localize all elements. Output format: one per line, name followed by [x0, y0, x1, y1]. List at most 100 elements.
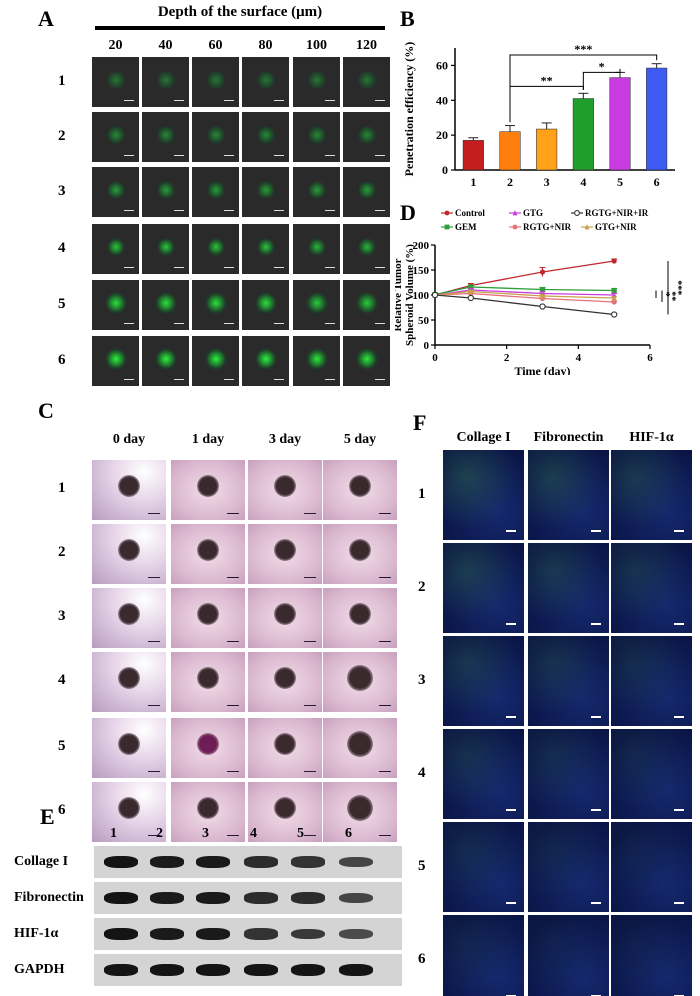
blot-band — [150, 928, 184, 940]
significance-label: * — [660, 292, 671, 297]
x-tick-label: 4 — [580, 175, 586, 189]
microscopy-tile — [323, 652, 397, 712]
fluorescence-tile — [142, 112, 189, 162]
spheroid-blob — [206, 71, 225, 89]
scale-bar — [379, 834, 391, 836]
scale-bar — [274, 209, 284, 211]
scale-bar — [174, 322, 184, 324]
data-point — [444, 224, 450, 230]
x-tick-label: 1 — [470, 175, 476, 189]
row-label: 6 — [418, 951, 426, 967]
y-tick-label: 0 — [442, 163, 448, 177]
immunofluorescence-tile — [443, 543, 524, 633]
day-label: 5 day — [343, 432, 377, 447]
panel-label-a: A — [38, 6, 54, 31]
scale-bar — [224, 266, 234, 268]
blot-band — [244, 928, 278, 940]
scale-bar — [124, 154, 134, 156]
scale-bar — [227, 576, 239, 578]
blot-band — [104, 892, 138, 904]
spheroid-blob — [204, 292, 227, 314]
data-point — [574, 210, 580, 216]
x-tick-label: 0 — [432, 352, 438, 364]
blot-band — [150, 964, 184, 976]
blot-band — [104, 964, 138, 976]
x-tick-label: 6 — [654, 175, 660, 189]
spheroid — [347, 665, 373, 691]
stain-label: Fibronectin — [533, 430, 604, 445]
bar — [536, 128, 558, 171]
fluorescence-tile — [343, 224, 390, 274]
spheroid — [118, 667, 140, 689]
row-label: 5 — [418, 858, 426, 874]
scale-bar — [591, 623, 601, 625]
scale-bar — [274, 266, 284, 268]
spheroid-blob — [307, 238, 326, 256]
y-tick-label: 100 — [413, 290, 430, 302]
blot-band — [150, 856, 184, 868]
scale-bar — [124, 99, 134, 101]
x-tick-label: 3 — [544, 175, 550, 189]
row-label: 3 — [58, 183, 66, 199]
spheroid-blob — [254, 348, 277, 370]
scale-bar — [506, 623, 516, 625]
blot-band — [291, 928, 325, 940]
spheroid — [118, 797, 140, 819]
fluorescence-tile — [192, 336, 239, 386]
fluorescence-tile — [142, 280, 189, 330]
row-label: 6 — [58, 802, 66, 818]
scale-bar — [375, 266, 385, 268]
microscopy-tile — [92, 588, 166, 648]
spheroid-blob — [206, 181, 225, 199]
significance-bracket — [509, 54, 658, 123]
scale-bar — [304, 834, 316, 836]
row-label: 1 — [58, 480, 66, 496]
scale-bar — [227, 512, 239, 514]
scale-bar — [591, 902, 601, 904]
legend-label: GTG+NIR — [595, 222, 637, 232]
immunofluorescence-tile — [611, 822, 692, 912]
spheroid-blob — [106, 71, 125, 89]
blot-band — [291, 964, 325, 976]
x-tick-label: 4 — [576, 352, 582, 364]
microscopy-tile — [92, 460, 166, 520]
spheroid-blob — [307, 71, 326, 89]
spheroid-blob — [355, 348, 378, 370]
immunofluorescence-tile — [528, 822, 609, 912]
microscopy-tile — [171, 782, 245, 842]
fluorescence-tile — [343, 336, 390, 386]
spheroid — [197, 603, 219, 625]
legend-label: RGTG+NIR+IR — [585, 208, 649, 218]
lane-label: 4 — [250, 826, 257, 841]
protein-label: HIF-1α — [14, 926, 59, 941]
scale-bar — [325, 266, 335, 268]
scale-bar — [174, 99, 184, 101]
spheroid-blob — [154, 348, 177, 370]
data-point — [539, 292, 546, 299]
significance-label: * — [599, 59, 605, 73]
depth-label: 100 — [306, 38, 327, 53]
data-point — [539, 303, 546, 310]
depth-label: 40 — [158, 38, 173, 53]
spheroid — [274, 667, 296, 689]
spheroid — [197, 475, 219, 497]
scale-bar — [375, 322, 385, 324]
scale-bar — [379, 576, 391, 578]
spheroid — [197, 797, 219, 819]
blot-band — [339, 964, 373, 976]
y-tick-label: 60 — [436, 58, 448, 72]
spheroid-blob — [206, 126, 225, 144]
spheroid-blob — [106, 238, 125, 256]
x-tick-label: 6 — [647, 352, 653, 364]
spheroid — [118, 603, 140, 625]
spheroid-blob — [307, 181, 326, 199]
scale-bar — [174, 209, 184, 211]
fluorescence-tile — [92, 167, 139, 217]
fluorescence-tile — [293, 280, 340, 330]
scale-bar — [325, 154, 335, 156]
fluorescence-tile — [242, 57, 289, 107]
fluorescence-tile — [343, 112, 390, 162]
data-point — [611, 294, 617, 301]
blot-band — [196, 928, 230, 940]
